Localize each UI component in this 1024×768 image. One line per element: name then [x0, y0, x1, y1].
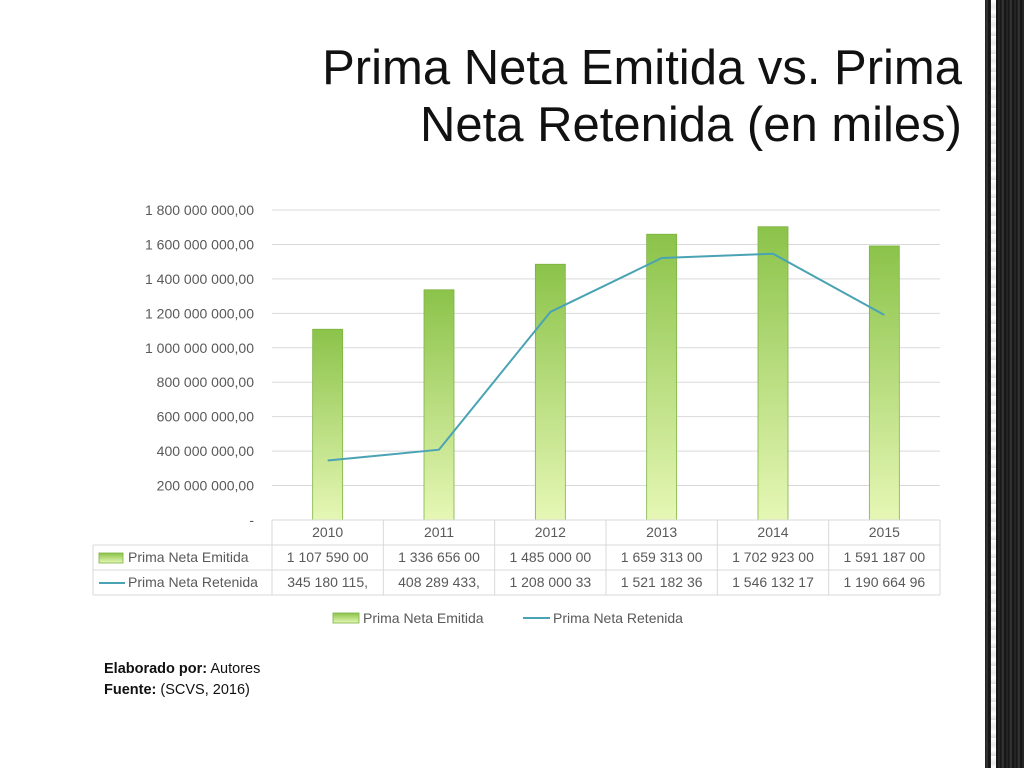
y-axis: - 200 000 000,00 400 000 000,00 600 000 000…	[145, 202, 254, 528]
line-series	[327, 252, 885, 462]
credit-source: Fuente: (SCVS, 2016)	[104, 680, 260, 701]
table-cell: 1 591 187 00	[843, 549, 925, 565]
right-decorative-border	[985, 0, 1024, 768]
credits: Elaborado por: Autores Fuente: (SCVS, 20…	[104, 659, 260, 701]
y-tick-label: 600 000 000,00	[157, 409, 255, 425]
y-tick-label: 1 800 000 000,00	[145, 202, 254, 218]
bar-2015	[868, 245, 900, 521]
x-tick-label: 2014	[757, 524, 788, 540]
x-tick-label: 2011	[424, 524, 454, 540]
table-key-bar	[98, 552, 124, 564]
table-cell: 1 208 000 33	[509, 574, 591, 590]
y-tick-label: 200 000 000,00	[157, 478, 255, 494]
table-cell: 1 336 656 00	[398, 549, 480, 565]
y-tick-label: 400 000 000,00	[157, 443, 255, 459]
table-cell: 1 107 590 00	[287, 549, 369, 565]
gridlines	[272, 209, 940, 487]
y-tick-label: 800 000 000,00	[157, 374, 255, 390]
bar-2014	[757, 226, 789, 521]
bar-series	[312, 226, 900, 521]
table-cell: 1 702 923 00	[732, 549, 814, 565]
x-tick-label: 2015	[869, 524, 900, 540]
bar-2012	[534, 263, 566, 521]
slide-title: Prima Neta Emitida vs. Prima Neta Reteni…	[150, 40, 962, 154]
data-table: 2010 2011 2012 2013 2014 2015 Prima Neta Emiti…	[92, 519, 941, 596]
bar-2010	[312, 328, 344, 521]
legend: Prima Neta Emitida Prima Neta Retenida	[332, 610, 683, 626]
x-tick-label: 2010	[312, 524, 343, 540]
bar-2013	[646, 233, 678, 521]
slide-title-line-1: Prima Neta Emitida vs. Prima	[322, 41, 962, 95]
legend-label: Prima Neta Emitida	[363, 610, 484, 626]
legend-key-bar	[332, 612, 360, 624]
x-tick-label: 2012	[535, 524, 566, 540]
table-cell: 1 659 313 00	[621, 549, 703, 565]
table-cell: 1 546 132 17	[732, 574, 814, 590]
x-tick-label: 2013	[646, 524, 677, 540]
line-prima-neta-retenida	[327, 252, 885, 462]
y-tick-label: 1 000 000 000,00	[145, 340, 254, 356]
table-cell: 1 190 664 96	[843, 574, 925, 590]
table-series-name: Prima Neta Emitida	[128, 549, 249, 565]
y-tick-label: 1 400 000 000,00	[145, 271, 254, 287]
credit-source-value: (SCVS, 2016)	[160, 682, 250, 698]
y-tick-label: -	[249, 512, 254, 528]
table-cell: 1 485 000 00	[509, 549, 591, 565]
credit-author-value: Autores	[210, 661, 261, 677]
bar-2011	[423, 289, 455, 521]
credit-source-label: Fuente:	[104, 682, 157, 698]
y-tick-label: 1 200 000 000,00	[145, 305, 254, 321]
table-cell: 345 180 115,	[287, 574, 368, 590]
credit-author: Elaborado por: Autores	[104, 659, 260, 680]
table-cell: 1 521 182 36	[621, 574, 703, 590]
table-cell: 408 289 433,	[398, 574, 480, 590]
legend-label: Prima Neta Retenida	[553, 610, 683, 626]
slide-title-line-2: Neta Retenida (en miles)	[420, 98, 962, 152]
credit-author-label: Elaborado por:	[104, 661, 208, 677]
table-series-name: Prima Neta Retenida	[128, 574, 258, 590]
y-tick-label: 1 600 000 000,00	[145, 236, 254, 252]
